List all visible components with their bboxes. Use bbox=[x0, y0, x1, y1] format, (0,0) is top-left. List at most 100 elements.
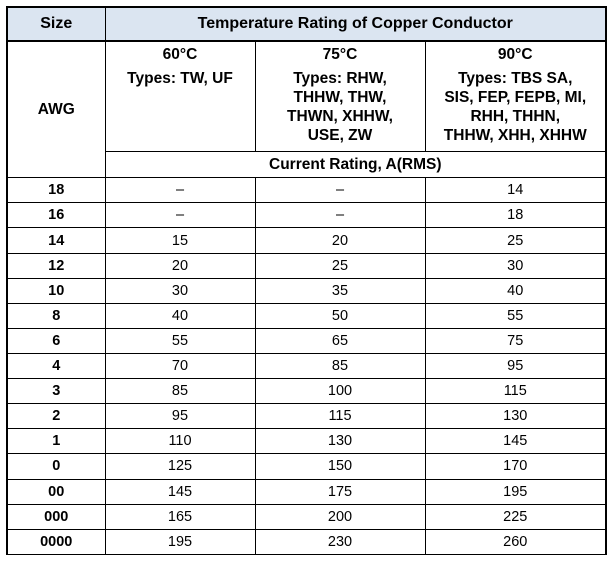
rating-90-cell: 30 bbox=[424, 252, 607, 279]
awg-size-cell: 0000 bbox=[6, 528, 106, 556]
rating-60-cell: 95 bbox=[104, 403, 256, 430]
rating-75-cell: 130 bbox=[254, 428, 426, 455]
types-75-line: THWN, XHHW, bbox=[287, 108, 393, 126]
awg-size-cell: 000 bbox=[6, 503, 106, 530]
table-row: 14 15 20 25 bbox=[6, 227, 607, 254]
rating-60-cell: 110 bbox=[104, 428, 256, 455]
rating-75-cell: – bbox=[254, 177, 426, 204]
types-90-line: SIS, FEP, FEPB, MI, bbox=[444, 89, 587, 107]
table-row: 16– –18 bbox=[6, 202, 607, 229]
rating-60-cell: 195 bbox=[104, 528, 256, 556]
temp-90-header: 90°C bbox=[424, 40, 607, 68]
rating-60-cell: – bbox=[104, 177, 256, 204]
temp-60-header: 60°C bbox=[104, 40, 256, 68]
table-row: 6 55 65 75 bbox=[6, 327, 607, 355]
rating-75-cell: 50 bbox=[254, 302, 426, 329]
types-90-line: Types: TBS SA, bbox=[458, 70, 573, 88]
table-row: 4 70 85 95 bbox=[6, 352, 607, 380]
rating-60-cell: 145 bbox=[104, 478, 256, 505]
table-row: 000 165 200 225 bbox=[6, 503, 607, 530]
awg-size-cell: 14 bbox=[6, 227, 106, 254]
rating-60-cell: 40 bbox=[104, 302, 256, 329]
rating-75-cell: 25 bbox=[254, 252, 426, 279]
rating-75-cell: 115 bbox=[254, 403, 426, 430]
rating-75-cell: 150 bbox=[254, 453, 426, 480]
awg-size-cell: 0 bbox=[6, 453, 106, 480]
table-row: 3 85 100 115 bbox=[6, 378, 607, 405]
rating-90-cell: 75 bbox=[424, 327, 607, 355]
rating-75-cell: 200 bbox=[254, 503, 426, 530]
table-row: 12 20 25 30 bbox=[6, 252, 607, 279]
awg-size-cell: 3 bbox=[6, 378, 106, 405]
rating-75-cell: 175 bbox=[254, 478, 426, 505]
awg-size-cell: 6 bbox=[6, 327, 106, 355]
current-rating-header: Current Rating, A(RMS) bbox=[104, 151, 607, 179]
rating-75-cell: – bbox=[254, 202, 426, 229]
ampacity-table: Size Temperature Rating of Copper Conduc… bbox=[6, 5, 607, 556]
rating-90-cell: 225 bbox=[424, 503, 607, 530]
rating-90-cell: 145 bbox=[424, 428, 607, 455]
rating-75-cell: 85 bbox=[254, 352, 426, 380]
table-row: 8 40 50 55 bbox=[6, 302, 607, 329]
header-row-current: Current Rating, A(RMS) bbox=[7, 151, 607, 179]
rating-75-cell: 230 bbox=[254, 528, 426, 556]
rating-75-cell: 65 bbox=[254, 327, 426, 355]
rating-90-cell: 115 bbox=[424, 378, 607, 405]
rating-75-cell: 35 bbox=[254, 277, 426, 304]
rating-60-cell: 20 bbox=[104, 252, 256, 279]
size-header: Size bbox=[6, 5, 106, 43]
awg-size-cell: 18 bbox=[6, 177, 106, 204]
types-75: Types: RHW, THHW, THW, THWN, XHHW, USE, … bbox=[254, 67, 426, 153]
rating-60-cell: 15 bbox=[104, 227, 256, 254]
rating-60-cell: 85 bbox=[104, 378, 256, 405]
table-row: 1 110 130 145 bbox=[6, 428, 607, 455]
rating-90-cell: 18 bbox=[424, 202, 607, 229]
types-90-line: RHH, THHN, bbox=[470, 108, 561, 126]
rating-90-cell: 130 bbox=[424, 403, 607, 430]
awg-header: AWG bbox=[6, 40, 106, 179]
types-60-line: Types: TW, UF bbox=[127, 70, 233, 88]
rating-90-cell: 14 bbox=[424, 177, 607, 204]
table-row: 0 125 150 170 bbox=[6, 453, 607, 480]
ampacity-table-container: Size Temperature Rating of Copper Conduc… bbox=[6, 5, 607, 556]
rating-60-cell: 70 bbox=[104, 352, 256, 380]
table-row: 2 95 115 130 bbox=[6, 403, 607, 430]
rating-60-cell: 165 bbox=[104, 503, 256, 530]
table-row: 10 30 35 40 bbox=[6, 277, 607, 304]
temperature-rating-header: Temperature Rating of Copper Conductor bbox=[104, 5, 607, 43]
awg-size-cell: 16 bbox=[6, 202, 106, 229]
rating-60-cell: – bbox=[104, 202, 256, 229]
awg-size-cell: 10 bbox=[6, 277, 106, 304]
awg-size-cell: 4 bbox=[6, 352, 106, 380]
rating-90-cell: 55 bbox=[424, 302, 607, 329]
temp-75-header: 75°C bbox=[254, 40, 426, 68]
types-90-line: THHW, XHH, XHHW bbox=[443, 127, 587, 145]
types-75-line: Types: RHW, bbox=[293, 70, 387, 88]
table-row: 00 145 175 195 bbox=[6, 478, 607, 505]
rating-90-cell: 260 bbox=[424, 528, 607, 556]
awg-size-cell: 12 bbox=[6, 252, 106, 279]
rating-90-cell: 95 bbox=[424, 352, 607, 380]
table-row: 18– –14 bbox=[6, 177, 607, 204]
types-75-line: THHW, THW, bbox=[293, 89, 387, 107]
rating-90-cell: 25 bbox=[424, 227, 607, 254]
awg-size-cell: 2 bbox=[6, 403, 106, 430]
rating-90-cell: 170 bbox=[424, 453, 607, 480]
header-row-temps: AWG 60°C 75°C 90°C bbox=[6, 40, 607, 179]
rating-60-cell: 30 bbox=[104, 277, 256, 304]
rating-75-cell: 20 bbox=[254, 227, 426, 254]
table-row: 0000 195 230 260 bbox=[6, 528, 607, 556]
rating-60-cell: 55 bbox=[104, 327, 256, 355]
awg-size-cell: 00 bbox=[6, 478, 106, 505]
header-row-types: Types: TW, UF Types: RHW, THHW, THW, THW… bbox=[7, 67, 607, 153]
types-75-line: USE, ZW bbox=[307, 127, 373, 145]
awg-size-cell: 8 bbox=[6, 302, 106, 329]
rating-60-cell: 125 bbox=[104, 453, 256, 480]
rating-90-cell: 195 bbox=[424, 478, 607, 505]
rating-90-cell: 40 bbox=[424, 277, 607, 304]
rating-75-cell: 100 bbox=[254, 378, 426, 405]
awg-size-cell: 1 bbox=[6, 428, 106, 455]
types-90: Types: TBS SA, SIS, FEP, FEPB, MI, RHH, … bbox=[424, 67, 607, 153]
types-60: Types: TW, UF bbox=[104, 67, 256, 153]
header-row-1: Size Temperature Rating of Copper Conduc… bbox=[6, 5, 607, 43]
